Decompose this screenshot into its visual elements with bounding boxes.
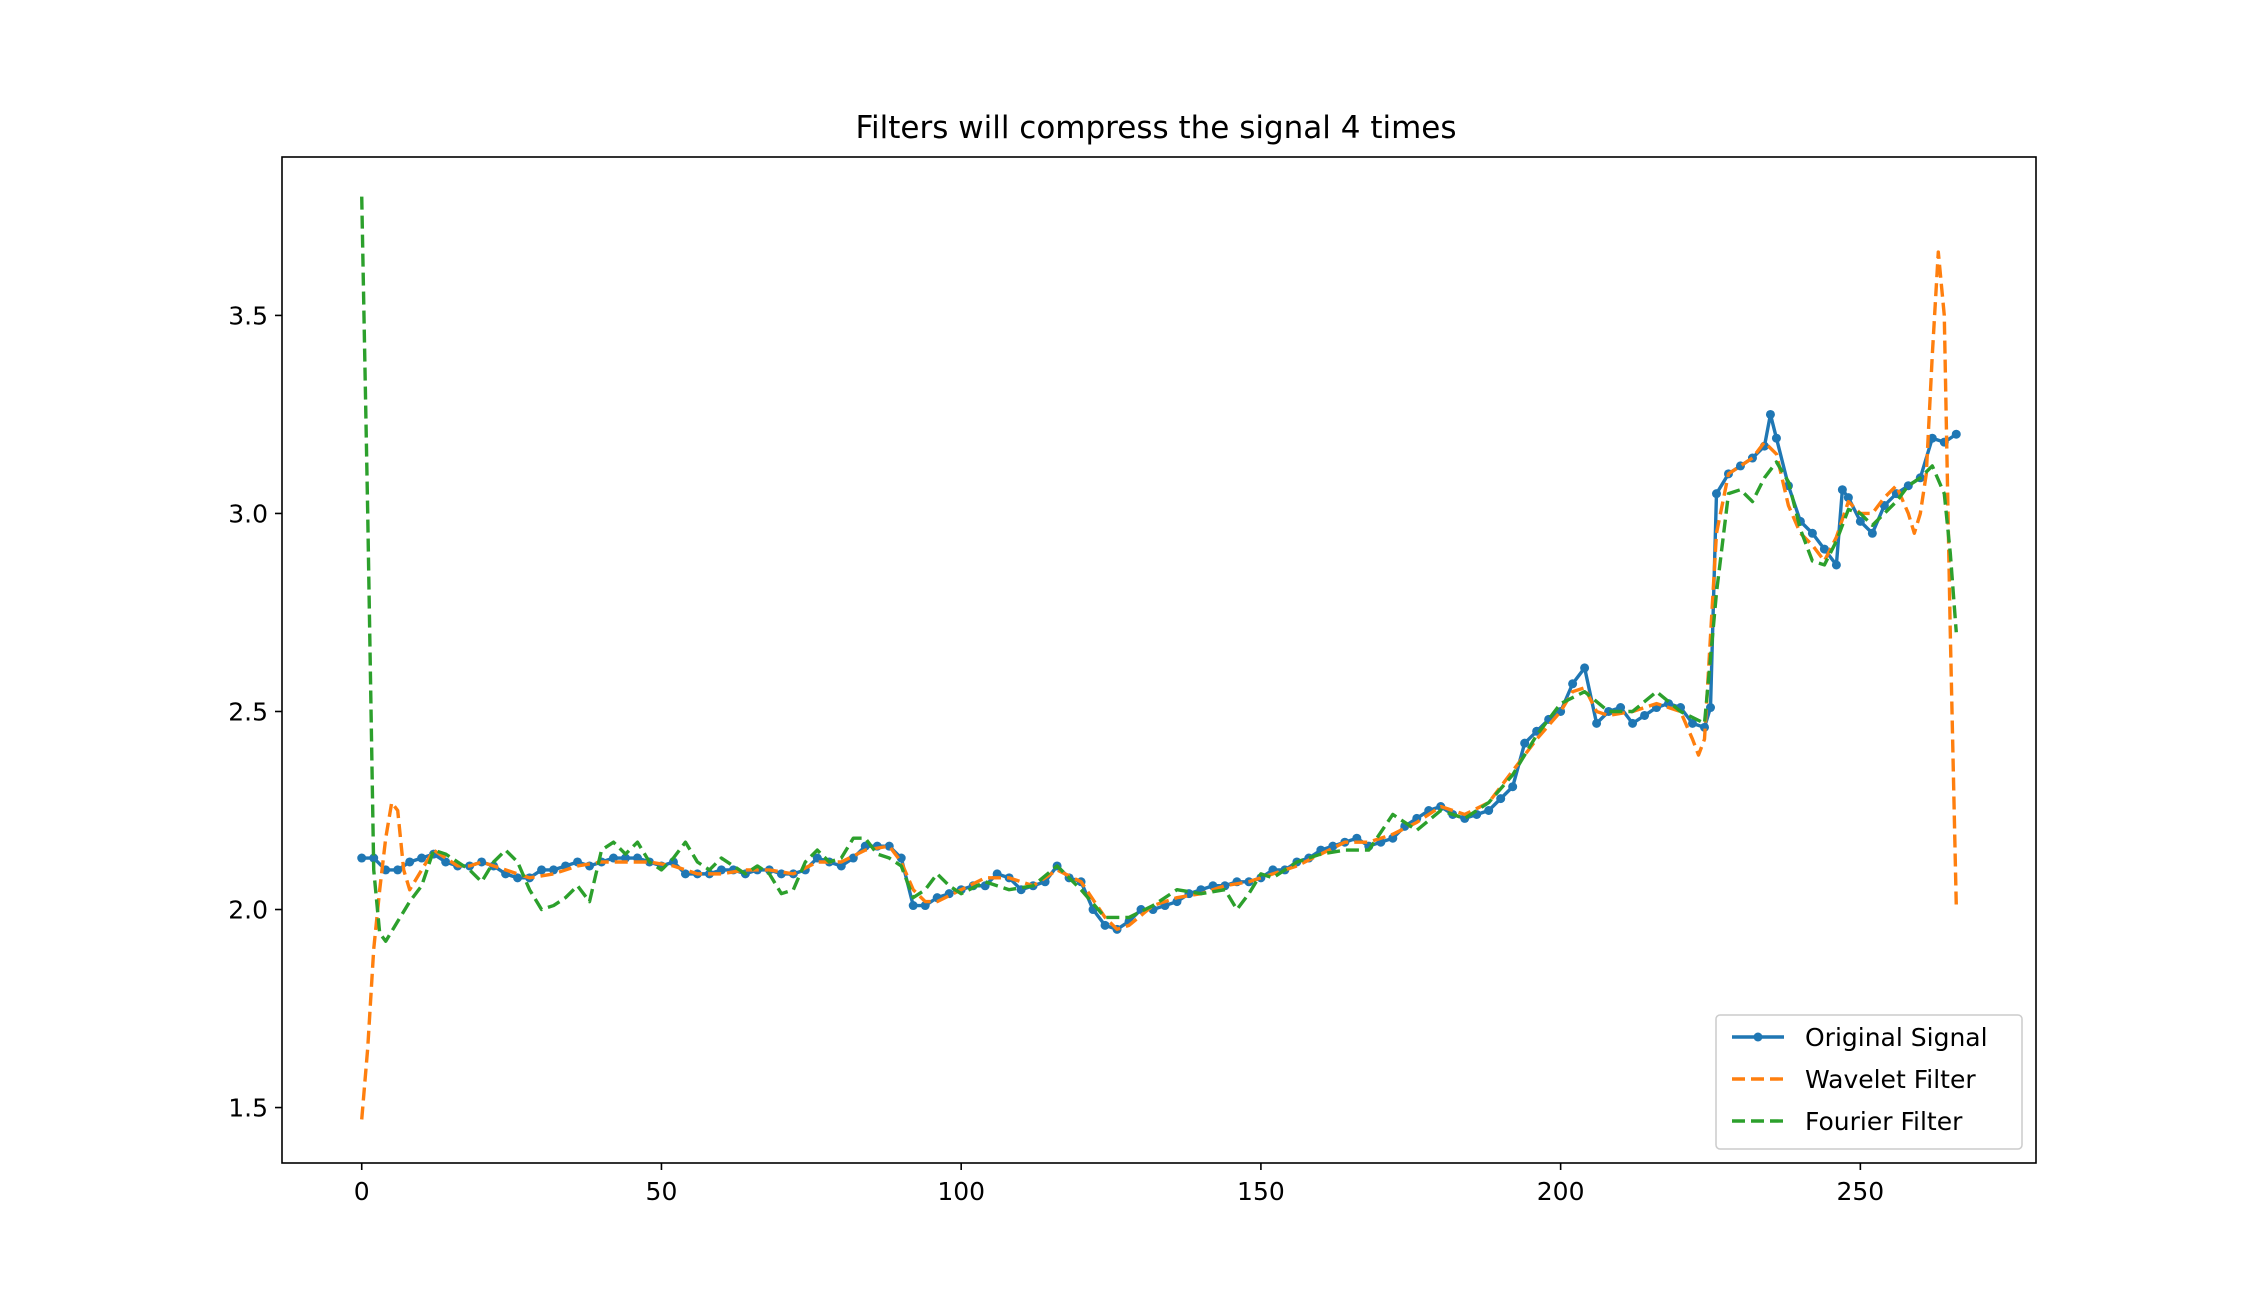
y-tick-label: 1.5 [228,1094,268,1123]
data-point-original-signal [513,873,523,883]
data-point-original-signal [1807,528,1817,538]
data-point-original-signal [896,853,906,863]
data-point-original-signal [920,901,930,911]
legend-label-fourier-filter: Fourier Filter [1805,1107,1963,1136]
data-point-original-signal [1388,833,1398,843]
data-point-original-signal [1711,489,1721,499]
data-point-original-signal [1496,794,1506,804]
data-point-original-signal [1484,806,1494,816]
legend-box [1715,1014,2023,1150]
data-point-original-signal [632,853,642,863]
data-point-original-signal [608,853,618,863]
legend: Original Signal Wavelet Filter Fourier F… [1715,1014,2023,1150]
y-tick-label: 3.5 [228,301,268,330]
x-axis: 0 50 100 150 200 250 [354,1163,1884,1206]
data-point-original-signal [441,857,451,867]
legend-label-original-signal: Original Signal [1805,1023,1988,1052]
legend-marker-original-signal [1753,1032,1763,1042]
data-point-original-signal [1508,782,1518,792]
data-point-original-signal [716,865,726,875]
data-point-original-signal [1837,485,1847,495]
x-tick-label: 100 [937,1177,985,1206]
data-point-original-signal [1640,710,1650,720]
data-point-original-signal [393,865,403,875]
data-point-original-signal [417,853,427,863]
series-line-fourier-filter [360,196,1958,943]
data-point-original-signal [357,853,367,863]
data-point-original-signal [1532,726,1542,736]
data-point-original-signal [549,865,559,875]
data-point-original-signal [1520,738,1530,748]
data-point-original-signal [1951,429,1961,439]
data-point-original-signal [908,901,918,911]
data-point-original-signal [369,853,379,863]
data-point-original-signal [1688,718,1698,728]
series-layer [357,196,1961,1120]
plot-area [281,156,2037,1164]
x-tick-label: 200 [1537,1177,1585,1206]
y-tick-label: 3.0 [228,499,268,528]
data-point-original-signal [1765,409,1775,419]
axes-frame [281,156,2037,1164]
data-point-original-signal [1100,920,1110,930]
data-point-original-signal [1592,718,1602,728]
data-point-original-signal [1568,679,1578,689]
data-point-original-signal [1352,833,1362,843]
data-point-original-signal [1580,663,1590,673]
y-tick-label: 2.5 [228,697,268,726]
x-tick-label: 0 [354,1177,370,1206]
axes-background [282,157,2036,1163]
data-point-original-signal [812,853,822,863]
data-point-original-signal [680,869,690,879]
data-point-original-signal [620,853,630,863]
data-point-original-signal [405,857,415,867]
x-tick-label: 50 [646,1177,678,1206]
x-tick-label: 150 [1237,1177,1285,1206]
data-point-original-signal [1843,493,1853,503]
data-point-original-signal [1705,703,1715,713]
data-point-original-signal [1819,544,1829,554]
data-point-original-signal [537,865,547,875]
series-line-wavelet-filter [360,250,1958,1120]
data-point-original-signal [1831,560,1841,570]
y-axis: 1.5 2.0 2.5 3.0 3.5 [228,301,282,1123]
x-tick-label: 250 [1837,1177,1885,1206]
data-point-original-signal [1771,433,1781,443]
data-point-original-signal [1328,841,1338,851]
legend-label-wavelet-filter: Wavelet Filter [1805,1065,1976,1094]
data-point-original-signal [836,861,846,871]
chart-title: Filters will compress the signal 4 times [855,110,1456,146]
data-point-original-signal [776,869,786,879]
data-point-original-signal [1927,433,1937,443]
data-point-original-signal [1628,718,1638,728]
data-point-original-signal [1616,703,1626,713]
data-point-original-signal [1867,528,1877,538]
y-tick-label: 2.0 [228,896,268,925]
data-point-original-signal [992,869,1002,879]
data-point-original-signal [1855,516,1865,526]
